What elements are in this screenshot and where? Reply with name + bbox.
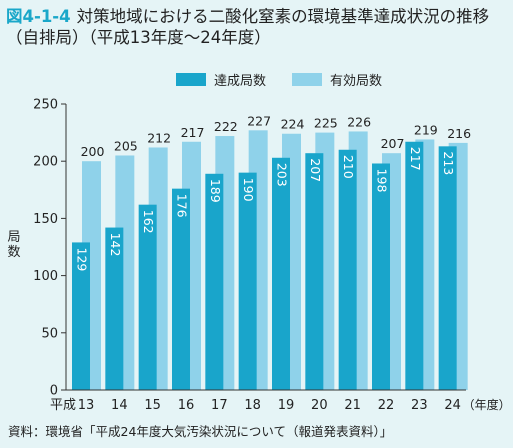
- x-tick-label: 14: [111, 398, 128, 413]
- bar-achieved: [405, 141, 424, 390]
- bar-achieved-label: 190: [241, 178, 256, 202]
- legend: 達成局数 有効局数: [176, 70, 382, 89]
- legend-item-achieved: 達成局数: [176, 70, 266, 89]
- x-axis-unit: （年度）: [463, 397, 511, 412]
- legend-item-valid: 有効局数: [292, 70, 382, 89]
- bar-valid-label: 225: [314, 116, 338, 131]
- bar-valid-label: 212: [147, 130, 171, 145]
- x-tick-label: 18: [244, 398, 261, 413]
- bar-valid-label: 224: [281, 117, 305, 132]
- y-tick-label: 200: [33, 155, 58, 170]
- bar-valid-label: 227: [247, 113, 271, 128]
- bar-achieved: [438, 146, 457, 390]
- bar-achieved: [205, 173, 224, 390]
- x-tick-label: 15: [144, 398, 161, 413]
- figure-title: 図4-1-4 対策地域における二酸化窒素の環境基準達成状況の推移（自排局）（平成1…: [6, 6, 506, 48]
- bar-valid-label: 205: [114, 138, 138, 153]
- bar-achieved-label: 176: [175, 194, 190, 218]
- bar-achieved: [338, 149, 357, 390]
- bar-valid-label: 216: [447, 126, 471, 141]
- source-note: 資料：環境省「平成24年度大気汚染状況について（報道発表資料）」: [8, 424, 393, 439]
- bar-achieved-label: 162: [141, 210, 156, 234]
- bar-achieved-label: 207: [308, 158, 323, 182]
- bar-achieved-label: 213: [441, 151, 456, 175]
- y-tick-label: 0: [50, 384, 58, 399]
- bar-achieved: [72, 242, 90, 390]
- figure-number: 図4-1-4: [6, 7, 71, 26]
- y-tick-label: 150: [33, 212, 58, 227]
- bar-achieved: [272, 157, 290, 390]
- bar-valid-label: 217: [181, 125, 205, 140]
- bar-achieved: [305, 153, 324, 390]
- x-tick-label: 16: [178, 398, 195, 413]
- bar-achieved: [138, 204, 157, 390]
- y-axis-label: 局数: [7, 230, 21, 260]
- bar-achieved: [372, 163, 390, 390]
- x-tick-label: 17: [211, 398, 228, 413]
- bar-valid-label: 219: [414, 122, 438, 137]
- x-tick-label: 20: [311, 398, 328, 413]
- legend-swatch-achieved: [176, 73, 206, 86]
- bar-achieved: [238, 172, 257, 390]
- bar-achieved-label: 203: [275, 163, 290, 187]
- x-tick-label: 21: [344, 398, 361, 413]
- x-era-prefix: 平成: [50, 398, 76, 413]
- bar-valid-label: 207: [381, 136, 405, 151]
- legend-label-valid: 有効局数: [330, 74, 383, 89]
- bar-valid-label: 200: [81, 144, 105, 159]
- bar-valid-label: 222: [214, 119, 238, 134]
- bar-achieved-label: 189: [208, 179, 223, 203]
- x-tick-label: 22: [378, 398, 395, 413]
- bar-achieved: [172, 188, 190, 390]
- x-tick-label: 19: [278, 398, 295, 413]
- figure-title-text: 対策地域における二酸化窒素の環境基準達成状況の推移（自排局）（平成13年度～24…: [6, 7, 490, 47]
- legend-label-achieved: 達成局数: [214, 74, 267, 89]
- y-tick-label: 100: [33, 269, 58, 284]
- y-tick-label: 250: [33, 98, 58, 113]
- x-tick-label: 13: [78, 398, 95, 413]
- bar-achieved-label: 142: [108, 233, 123, 257]
- bar-valid-label: 226: [347, 114, 371, 129]
- bar-achieved: [105, 227, 124, 390]
- bar-achieved-label: 198: [375, 169, 390, 193]
- bar-achieved-label: 217: [408, 147, 423, 171]
- legend-swatch-valid: [292, 73, 323, 86]
- x-tick-label: 24: [444, 398, 461, 413]
- x-tick-label: 23: [411, 398, 428, 413]
- bar-achieved-label: 210: [341, 155, 356, 179]
- y-tick-label: 50: [41, 326, 58, 341]
- bar-achieved-label: 129: [75, 247, 90, 271]
